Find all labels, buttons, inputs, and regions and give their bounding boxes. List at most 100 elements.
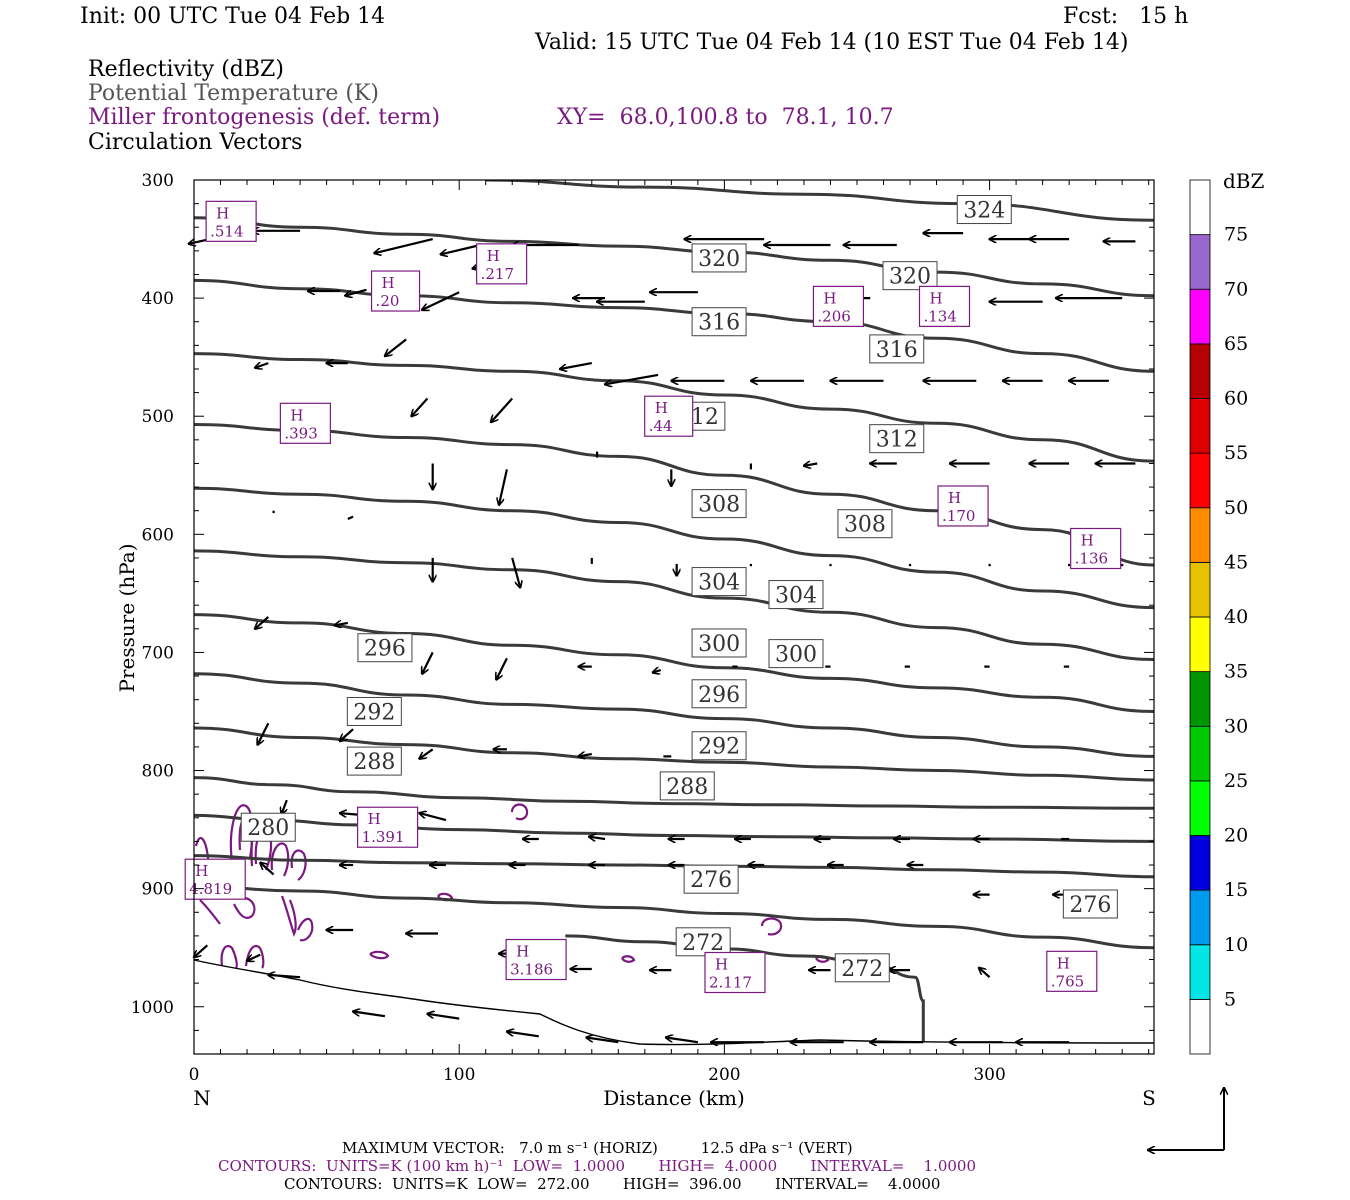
colorbar-level-label: 25 <box>1224 770 1248 792</box>
frontogenesis-high-marker: H <box>368 810 381 828</box>
colorbar-level-label: 40 <box>1224 606 1248 628</box>
theta-contour-276 <box>194 854 1154 879</box>
colorbar-segment <box>1189 889 1211 946</box>
frontogenesis-high-marker: H <box>195 862 208 880</box>
circulation-vector <box>427 1014 460 1020</box>
circulation-vector <box>422 291 460 310</box>
theta-label-box <box>691 567 747 597</box>
colorbar-segment <box>1189 398 1211 454</box>
theta-label-box <box>869 424 925 454</box>
frontogenesis-high-value: 2.117 <box>709 974 752 992</box>
theta-contour-304 <box>194 486 1154 610</box>
cross-section-endpoints: XY= 68.0,100.8 to 78.1, 10.7 <box>557 105 894 130</box>
colorbar-segment <box>1189 835 1211 891</box>
frontogenesis-high-box <box>205 200 257 242</box>
theta-label-box <box>869 334 925 364</box>
frontogenesis-high-marker: H <box>216 204 229 222</box>
axis-tick-labels: 300 400 500 600 700 800 900 1000 0 100 200 300 <box>131 171 1006 1085</box>
legend-circulation-vectors: Circulation Vectors <box>88 130 303 155</box>
frontogenesis-high-marker: H <box>487 247 500 265</box>
colorbar-level-label: 45 <box>1224 551 1248 573</box>
footer-theta-contours: CONTOURS: UNITS=K LOW= 272.00 HIGH= 396.… <box>284 1175 941 1193</box>
frontogenesis-high-box <box>644 395 694 437</box>
theta-label: 304 <box>775 584 817 609</box>
theta-contour-320 <box>194 216 1154 298</box>
potential-temperature-contours <box>194 180 1154 1043</box>
colorbar-segment <box>1189 725 1211 782</box>
theta-label: 296 <box>698 683 740 708</box>
colorbar-level-label: 35 <box>1224 661 1248 683</box>
theta-label: 304 <box>698 571 740 596</box>
legend-potential-temperature: Potential Temperature (K) <box>88 81 379 106</box>
circulation-vector <box>666 1038 699 1044</box>
theta-label-box <box>659 771 715 801</box>
theta-label: 272 <box>682 931 724 956</box>
circulation-vector <box>347 515 354 521</box>
colorbar-segment <box>1189 343 1211 399</box>
forecast-hour: Fcst: 15 h <box>1063 4 1189 29</box>
frontogenesis-high-value: 4.819 <box>189 880 232 898</box>
theta-label: 300 <box>698 632 740 657</box>
frontogenesis-high-marker: H <box>655 399 668 417</box>
theta-label: 300 <box>775 643 817 668</box>
theta-label: 320 <box>889 265 931 290</box>
frontogenesis-high-marker: H <box>1057 954 1070 972</box>
plot-frame <box>193 179 1155 1055</box>
valid-time: Valid: 15 UTC Tue 04 Feb 14 (10 EST Tue … <box>535 30 1129 55</box>
circulation-vector <box>353 1012 386 1018</box>
x-tick-label: 100 <box>443 1065 475 1085</box>
theta-label-box <box>882 261 938 291</box>
y-axis-title: Pressure (hPa) <box>115 544 139 693</box>
y-tick-label: 800 <box>142 762 174 782</box>
theta-label-box <box>834 953 890 983</box>
circulation-vector <box>579 754 592 756</box>
theta-label: 308 <box>698 493 740 518</box>
circulation-vector <box>499 469 508 504</box>
circulation-vector <box>247 953 261 961</box>
theta-label: 308 <box>844 513 886 538</box>
frontogenesis-high-value: .134 <box>923 307 956 325</box>
frontogenesis-high-value: .44 <box>649 417 673 435</box>
theta-label-box <box>691 628 747 658</box>
theta-label: 324 <box>963 199 1005 224</box>
theta-label-box <box>768 639 824 669</box>
frontogenesis-high-box <box>370 270 421 312</box>
circulation-vector <box>605 373 659 384</box>
y-tick-label: 300 <box>142 171 174 191</box>
colorbar-level-label: 15 <box>1224 879 1248 901</box>
colorbar-segment <box>1189 671 1211 727</box>
theta-contour-308 <box>194 423 1154 567</box>
colorbar-segment <box>1189 616 1211 673</box>
colorbar-segment <box>1189 780 1211 836</box>
colorbar-title: dBZ <box>1223 169 1265 193</box>
colorbar-segment <box>1189 179 1211 236</box>
x-axis-north-label: N <box>193 1086 211 1110</box>
frontogenesis-high-box <box>812 285 865 327</box>
y-tick-label: 700 <box>142 643 174 663</box>
x-tick-label: 0 <box>189 1065 200 1085</box>
theta-contour-324 <box>485 180 1154 222</box>
frontogenesis-high-marker: H <box>382 274 395 292</box>
colorbar-level-label: 60 <box>1224 388 1248 410</box>
theta-label-box <box>346 746 402 776</box>
frontogenesis-high-box <box>356 806 419 848</box>
reference-vector-legend <box>1148 1088 1224 1150</box>
colorbar-level-label: 10 <box>1224 934 1248 956</box>
theta-label: 292 <box>353 700 395 725</box>
circulation-vector <box>491 397 514 423</box>
circulation-vector <box>419 748 434 758</box>
frontogenesis-high-box <box>1046 950 1098 992</box>
circulation-vector <box>422 651 434 673</box>
frontogenesis-high-value: .765 <box>1051 972 1084 990</box>
theta-label-box <box>691 489 747 519</box>
frontogenesis-high-value: .20 <box>376 292 400 310</box>
frontogenesis-high-value: .206 <box>817 307 850 325</box>
theta-label: 292 <box>698 735 740 760</box>
frontogenesis-high-box <box>184 858 246 900</box>
x-tick-label: 200 <box>708 1065 740 1085</box>
colorbar-level-label: 50 <box>1224 497 1248 519</box>
colorbar-segment <box>1189 507 1211 563</box>
y-tick-label: 1000 <box>131 998 174 1018</box>
